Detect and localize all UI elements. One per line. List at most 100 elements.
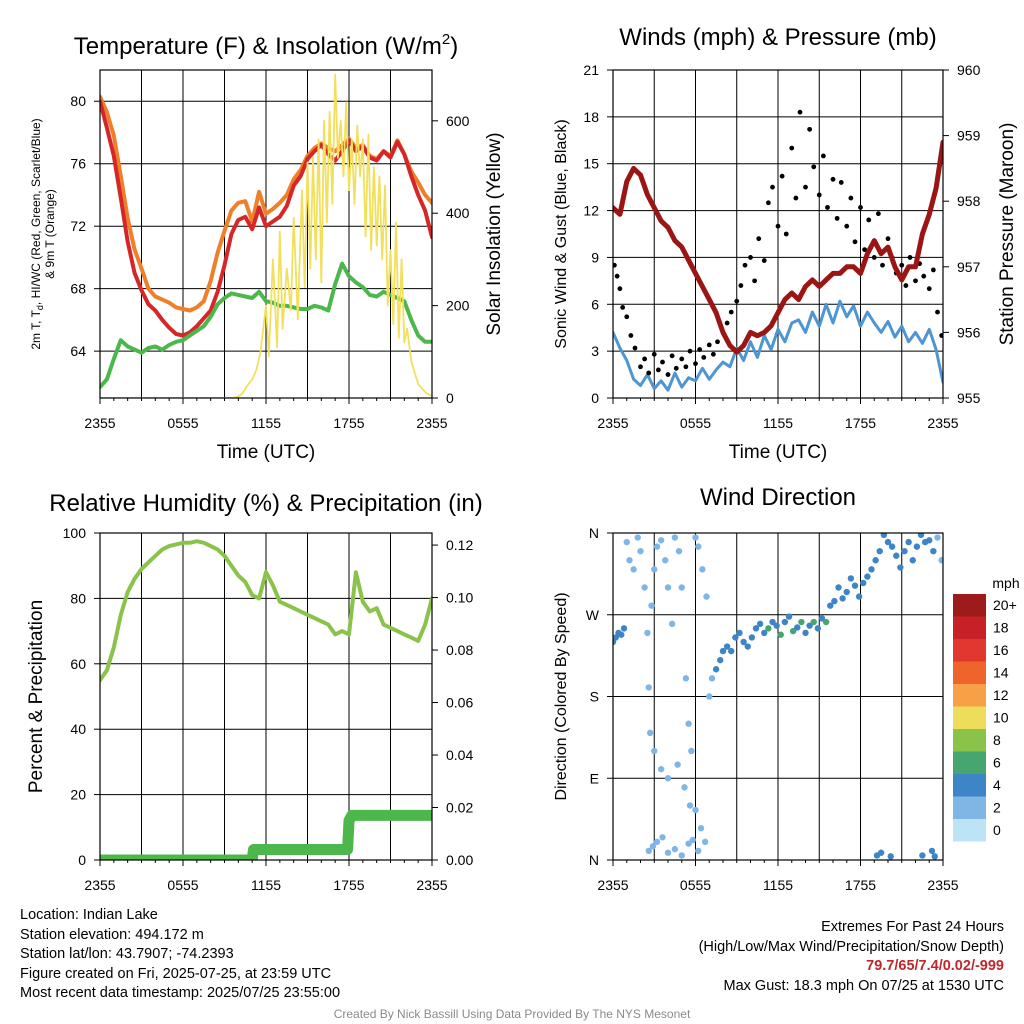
direction-point [938,557,943,564]
gust-point [752,278,758,284]
gust-point [811,164,817,170]
ticks [607,532,944,866]
extremes-info: Extremes For Past 24 Hours (High/Low/Max… [699,918,1004,996]
gust-point [913,278,918,284]
gust-point [871,255,877,260]
gust-point [793,195,799,201]
gust-point [921,273,927,279]
y-tick-label: 64 [70,343,86,359]
gust-point [820,153,826,159]
title-main: Temperature (F) & Insolation (W/m [74,33,442,60]
station-info: Location: Indian Lake Station elevation:… [20,906,340,1004]
direction-point [671,845,679,853]
wind-line [613,299,943,392]
gust-point [651,351,657,357]
direction-point [822,618,830,626]
gust-point [880,262,885,268]
direction-point [748,634,756,641]
y-tick-label: E [590,770,599,786]
gust-point [642,356,648,362]
direction-point [901,547,908,555]
chart-title: Wind Direction [700,484,856,511]
gust-point [830,176,836,182]
direction-point [876,547,883,555]
direction-point [736,629,743,637]
direction-point [675,547,683,555]
direction-point [781,618,789,626]
direction-point [756,620,764,628]
direction-point [880,533,888,539]
extremes-subtitle: (High/Low/Max Wind/Precipitation/Snow De… [698,938,1004,955]
chart-rh: Relative Humidity (%) & Precipitation (i… [26,490,483,893]
direction-point [855,593,863,600]
elevation-text: Station elevation: 494.172 m [20,926,204,943]
direction-point [794,624,801,631]
direction-point [671,534,679,541]
x-tick-label: 0555 [680,877,711,893]
direction-point [686,802,694,809]
gust-point [620,305,626,310]
y-right-tick-label: 959 [957,128,981,144]
gust-point [679,356,685,362]
extremes-title: Extremes For Past 24 Hours [821,919,1004,935]
direction-point [897,564,904,571]
gridlines [612,70,944,398]
y-axis-label: Direction (Colored By Speed) [553,592,570,800]
gust-point [803,184,808,190]
y-label-part: 2m T, T [29,309,43,349]
direction-point [657,765,665,773]
y-axis-label: Percent & Precipitation [26,600,47,793]
latlon-text: Station lat/lon: 43.7907; -74.2393 [20,946,234,963]
x-tick-label: 2355 [927,415,958,431]
gust-point [807,126,813,132]
x-tick-label: 2355 [416,877,447,893]
direction-point [761,629,768,637]
direction-point [678,852,685,859]
y-tick-label: 60 [70,656,86,672]
gust-point [779,173,785,179]
direction-point [664,775,672,782]
gust-point [848,195,854,201]
gust-point [655,367,661,373]
gust-point [816,192,822,198]
direction-point [919,852,926,859]
x-tick-label: 0555 [167,877,198,893]
y-tick-label: 9 [591,249,599,265]
direction-point [835,584,842,591]
y-tick-label: 80 [70,93,86,109]
legend-swatch [953,639,986,662]
y-label-part: , HI/WC (Red, Green, Scarlet/Blue) [29,118,43,305]
gust-point [638,364,643,370]
x-tick-label: 2355 [416,415,447,431]
y-axis-right-label: Solar Insolation (Yellow) [484,132,505,335]
direction-point [630,566,637,573]
direction-point [769,618,776,626]
legend-swatch [953,774,986,797]
x-tick-label: 1755 [845,415,876,431]
direction-point [827,602,834,609]
y-tick-label: 76 [70,156,86,172]
direction-point [752,625,760,632]
gust-point [632,345,638,351]
gust-point [693,361,698,367]
direction-point [740,638,747,646]
precip-line [100,809,432,860]
direction-point [728,647,735,655]
direction-point [699,566,706,573]
direction-point [626,557,633,564]
direction-point [717,656,724,664]
x-tick-label: 1155 [763,877,793,893]
title-superscript: 2 [442,31,450,48]
direction-point [887,853,894,860]
legend-title: mph [992,575,1019,591]
x-tick-label: 1755 [845,877,876,893]
direction-point [618,631,625,638]
direction-point [930,547,937,555]
gust-point [834,215,840,221]
direction-point [810,618,817,626]
speed-legend: mph 20+ 18 16 14 12 10 8 6 4 2 0 [953,575,1020,842]
ticks [94,532,438,866]
gust-point [838,180,844,185]
rh-line [100,539,432,683]
